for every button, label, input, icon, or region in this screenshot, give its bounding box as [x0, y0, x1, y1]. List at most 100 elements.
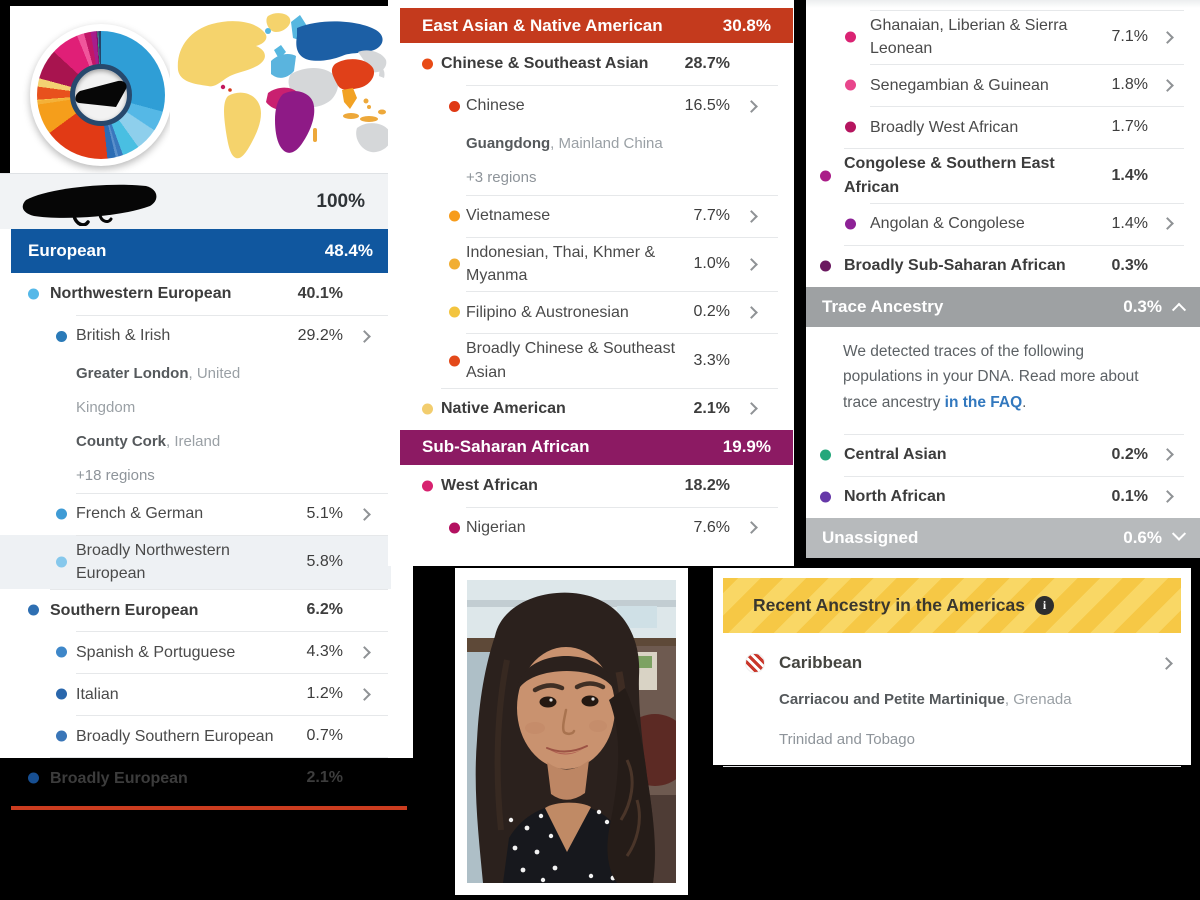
caribbean-row[interactable]: Caribbean: [713, 633, 1191, 680]
row-label-wrap: Broadly Southern European: [76, 721, 307, 752]
ancestry-row-northwestern-european: Northwestern European 40.1%: [0, 273, 391, 315]
row-label: Broadly Southern European: [76, 727, 274, 745]
section-header-east-asian-native-american[interactable]: East Asian & Native American 30.8%: [400, 8, 793, 43]
chevron-right-icon[interactable]: [1161, 448, 1174, 462]
ancestry-row-broadly-southern-european: Broadly Southern European 0.7%: [0, 715, 391, 757]
ancestry-row-angolan-congolese[interactable]: Angolan & Congolese 1.4%: [806, 202, 1200, 245]
ancestry-row-chinese[interactable]: Chinese Guangdong, Mainland China +3 regio…: [388, 85, 794, 195]
row-label: North African: [844, 488, 946, 506]
chart-strip: [0, 6, 413, 174]
ancestry-row-british-irish[interactable]: British & Irish Greater London, United Ki…: [0, 315, 391, 493]
color-bullet-icon: [820, 491, 831, 503]
americas-header[interactable]: Recent Ancestry in the Americas i: [723, 578, 1181, 633]
row-label: West African: [441, 477, 538, 495]
ancestry-row-congolese-southern-east-african: Congolese & Southern East African 1.4%: [806, 148, 1200, 202]
ancestry-row-native-american[interactable]: Native American 2.1%: [388, 387, 794, 430]
section-header-trace-ancestry[interactable]: Trace Ancestry 0.3%: [806, 286, 1200, 327]
color-bullet-icon: [449, 306, 460, 318]
chevron-right-icon[interactable]: [358, 329, 371, 343]
row-label-wrap: Broadly Chinese & Southeast Asian: [466, 333, 694, 387]
color-bullet-icon: [449, 355, 460, 367]
color-bullet-icon: [820, 449, 831, 461]
caribbean-sublocations: Carriacou and Petite Martinique, Grenada…: [713, 680, 1191, 760]
chevron-box: [1148, 79, 1174, 92]
chevron-right-icon[interactable]: [745, 306, 758, 319]
ancestry-row-nigerian[interactable]: Nigerian 7.6%: [388, 506, 794, 549]
row-label-wrap: North African: [844, 481, 1112, 512]
ancestry-row-filipino-austronesian[interactable]: Filipino & Austronesian 0.2%: [388, 291, 794, 333]
section-header-label: Sub-Saharan African: [422, 437, 590, 457]
chevron-right-icon[interactable]: [1161, 30, 1174, 44]
ancestry-row-indonesian-thai-khmer-myanma[interactable]: Indonesian, Thai, Khmer & Myanma 1.0%: [388, 237, 794, 291]
chevron-right-icon[interactable]: [745, 209, 758, 223]
info-icon[interactable]: i: [1035, 596, 1055, 615]
chevron-right-icon[interactable]: [1160, 656, 1173, 670]
color-bullet-icon: [422, 480, 433, 492]
faq-link[interactable]: in the FAQ: [944, 394, 1023, 412]
chevron-right-icon[interactable]: [1161, 79, 1174, 92]
row-percent: 18.2%: [684, 476, 730, 494]
ancestry-row-spanish-portuguese[interactable]: Spanish & Portuguese 4.3%: [0, 631, 391, 673]
section-header-label: East Asian & Native American: [422, 15, 663, 35]
ancestry-row-central-asian[interactable]: Central Asian 0.2%: [806, 433, 1200, 476]
chevron-right-icon[interactable]: [1161, 217, 1174, 231]
chevron-right-icon[interactable]: [745, 521, 758, 535]
row-label: French & German: [76, 505, 204, 523]
ancestry-panel-right: Ghanaian, Liberian & Sierra Leonean 7.1% S…: [806, 0, 1200, 558]
chevron-right-icon[interactable]: [358, 688, 371, 701]
row-label-wrap: Southern European: [50, 595, 307, 626]
color-bullet-icon: [820, 260, 831, 272]
chevron-box: [1148, 448, 1174, 462]
divider: [723, 765, 1181, 776]
row-label-wrap: Broadly Sub-Saharan African: [844, 250, 1112, 281]
chevron-right-icon[interactable]: [745, 402, 758, 416]
ancestry-donut-chart[interactable]: [30, 24, 172, 166]
chevron-box: [1148, 490, 1174, 504]
row-percent: 0.2%: [693, 303, 730, 321]
ancestry-row-french-german[interactable]: French & German 5.1%: [0, 493, 391, 535]
row-percent: 40.1%: [297, 285, 343, 302]
chevron-up-icon[interactable]: [1171, 302, 1187, 317]
sub-location: County Cork, Ireland: [76, 433, 221, 450]
row-label-wrap: Chinese & Southeast Asian: [441, 48, 685, 79]
section-header-percent: 19.9%: [722, 437, 771, 457]
section-header-unassigned[interactable]: Unassigned 0.6%: [806, 517, 1200, 558]
ancestry-row-vietnamese[interactable]: Vietnamese 7.7%: [388, 195, 794, 237]
color-bullet-icon: [449, 101, 460, 112]
ancestry-row-north-african[interactable]: North African 0.1%: [806, 475, 1200, 518]
ancestry-row-italian[interactable]: Italian 1.2%: [0, 673, 391, 715]
row-label: Spanish & Portuguese: [76, 643, 236, 661]
section-header-sub-saharan-african[interactable]: Sub-Saharan African 19.9%: [400, 429, 793, 465]
chevron-right-icon[interactable]: [745, 99, 758, 113]
row-label-wrap: Congolese & Southern East African: [844, 148, 1112, 202]
row-label-wrap: Ghanaian, Liberian & Sierra Leonean: [870, 10, 1112, 64]
rows-group: Chinese & Southeast Asian 28.7% Chinese Gua…: [388, 43, 794, 430]
section-header-european[interactable]: European 48.4%: [11, 229, 390, 273]
ancestry-row-senegambian-guinean[interactable]: Senegambian & Guinean 1.8%: [806, 64, 1200, 106]
section-accent-bar: [11, 806, 407, 811]
section-header-percent: 0.3%: [1123, 296, 1162, 316]
left-edge-mask: [0, 6, 10, 173]
chevron-box: [343, 688, 371, 701]
color-bullet-icon: [28, 288, 39, 300]
ancestry-row-broadly-northwestern-european: Broadly Northwestern European 5.8%: [0, 535, 391, 590]
chevron-right-icon[interactable]: [1161, 490, 1174, 504]
ancestry-row-ghanaian-liberian-sierra-leonean[interactable]: Ghanaian, Liberian & Sierra Leonean 7.1%: [806, 10, 1200, 64]
row-label: Congolese & Southern East African: [844, 155, 1055, 196]
row-percent: 0.3%: [1111, 256, 1148, 274]
trace-ancestry-description: We detected traces of the following popu…: [843, 342, 1139, 412]
rows-group: West African 18.2% Nigerian 7.6%: [388, 465, 794, 549]
color-bullet-icon: [845, 121, 856, 133]
row-percent: 2.1%: [306, 769, 343, 787]
chevron-right-icon[interactable]: [358, 507, 371, 521]
color-bullet-icon: [56, 331, 67, 342]
chevron-box: [730, 257, 758, 271]
rows-group: Ghanaian, Liberian & Sierra Leonean 7.1% S…: [806, 10, 1200, 287]
row-label-wrap: Northwestern European: [50, 278, 298, 309]
row-percent: 1.2%: [306, 685, 343, 703]
chevron-right-icon[interactable]: [745, 257, 758, 271]
chevron-right-icon[interactable]: [358, 646, 371, 659]
americas-header-label: Recent Ancestry in the Americas: [753, 595, 1026, 615]
chevron-box: [1148, 217, 1174, 231]
chevron-down-icon[interactable]: [1171, 526, 1187, 541]
